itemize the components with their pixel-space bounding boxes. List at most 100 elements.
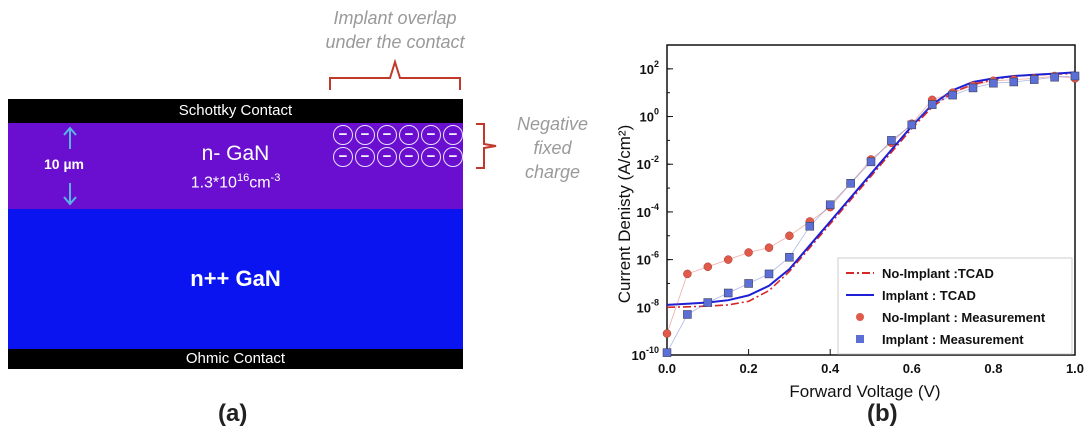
legend: No-Implant :TCAD Implant : TCAD No-Implant… <box>837 257 1073 355</box>
y-tick-base: 10 <box>637 253 651 268</box>
doping-base: 1.3*10 <box>190 174 237 192</box>
data-point-square <box>846 179 855 188</box>
data-point-square <box>723 288 733 298</box>
negative-charge-grid: − − − − − − − − − − − − <box>333 125 473 169</box>
x-tick-label: 0.2 <box>740 361 758 376</box>
y-tick-label: 10-2 <box>637 154 659 172</box>
series-line <box>666 71 1076 306</box>
y-tick-label: 10-6 <box>637 250 659 268</box>
y-tick-exponent: 2 <box>654 59 659 69</box>
n-minus-gan-layer: n- GaN 1.3*1016cm-3 10 µm − − − − − − − − − − − − <box>8 123 463 209</box>
schottky-contact-label: Schottky Contact <box>178 102 293 119</box>
thickness-arrow <box>63 126 77 206</box>
y-tick-exponent: -8 <box>651 297 659 307</box>
data-point-square <box>1070 71 1080 81</box>
plot-frame <box>666 44 1076 356</box>
npp-layer-name: n++ GaN <box>190 266 281 291</box>
data-point-square <box>927 100 937 109</box>
x-tick-label: 0.8 <box>984 361 1002 376</box>
negative-charge-circle: − <box>333 147 353 167</box>
series-layer <box>662 71 1080 357</box>
y-tick-exponent: -10 <box>646 345 659 355</box>
negative-line2: fixed <box>533 138 572 158</box>
iv-chart-svg: Current Denisty (A/cm²) Forward Voltage … <box>615 44 1084 401</box>
negative-charge-circle: − <box>399 147 419 167</box>
legend-label: Implant : TCAD <box>882 288 976 303</box>
data-point-square <box>764 269 774 279</box>
x-tick-label: 0.6 <box>903 361 921 376</box>
y-tick-base: 10 <box>637 300 651 315</box>
thickness-label: 10 µm <box>44 156 84 172</box>
negative-charge-note: Negative fixed charge <box>500 112 605 184</box>
x-tick-label: 0.4 <box>821 361 840 376</box>
series-solid-line <box>666 71 1076 306</box>
data-point-square <box>744 279 753 288</box>
data-point-square <box>887 136 896 145</box>
y-tick-base: 10 <box>632 348 646 363</box>
y-tick-base: 10 <box>640 110 654 125</box>
x-tick-label: 1.0 <box>1066 361 1084 376</box>
negative-charge-circle: − <box>421 125 441 145</box>
doping-unit: cm <box>249 174 271 192</box>
legend-label: No-Implant :TCAD <box>882 266 994 281</box>
legend-label: Implant : Measurement <box>882 332 1024 347</box>
y-tick-label: 102 <box>640 59 659 77</box>
data-point-circle <box>785 231 794 241</box>
data-point-square <box>805 221 815 231</box>
n-layer-doping: 1.3*1016cm-3 <box>8 172 463 192</box>
data-point-square <box>662 348 672 357</box>
overlap-bracket <box>329 58 461 90</box>
legend-label: No-Implant : Measurement <box>882 310 1046 325</box>
negative-charge-circle: − <box>355 125 375 145</box>
data-point-square <box>1050 72 1059 82</box>
y-tick-label: 10-10 <box>632 345 659 363</box>
implant-note-line2: under the contact <box>325 32 465 52</box>
y-tick-base: 10 <box>637 157 651 172</box>
y-tick-label: 100 <box>640 107 659 125</box>
doping-unit-exponent: -3 <box>270 172 281 184</box>
data-point-square <box>968 83 978 93</box>
data-point-circle <box>764 243 774 252</box>
y-tick-label: 10-4 <box>637 202 659 220</box>
data-point-square <box>1029 75 1039 84</box>
negative-charge-circle: − <box>443 125 463 145</box>
data-point-square <box>703 298 713 307</box>
legend-swatch <box>856 335 864 343</box>
negative-line1: Negative <box>516 114 589 134</box>
data-point-square <box>866 157 876 167</box>
data-point-square <box>785 252 794 262</box>
data-point-circle <box>683 269 692 279</box>
y-tick-base: 10 <box>637 205 651 220</box>
data-point-square <box>989 78 998 88</box>
x-tick-label: 0.0 <box>658 361 676 376</box>
negative-charge-bracket <box>476 123 497 169</box>
legend-swatch <box>856 313 864 321</box>
data-point-square <box>907 120 917 130</box>
y-tick-exponent: -6 <box>651 250 659 260</box>
panel-b-label: (b) <box>867 400 898 427</box>
implant-overlap-note: Implant overlap under the contact <box>300 6 490 54</box>
n-plus-plus-gan-layer: n++ GaN <box>8 209 463 349</box>
data-point-square <box>948 90 957 100</box>
y-tick-exponent: -2 <box>651 154 659 164</box>
negative-charge-circle: − <box>355 147 375 167</box>
ohmic-contact-label: Ohmic Contact <box>185 350 286 367</box>
doping-exponent: 16 <box>236 172 250 184</box>
data-point-circle <box>723 255 733 264</box>
data-point-circle <box>703 262 713 272</box>
data-point-circle <box>662 329 672 338</box>
y-tick-exponent: 0 <box>654 107 659 117</box>
x-axis-label: Forward Voltage (V) <box>789 382 940 401</box>
negative-charge-circle: − <box>443 147 463 167</box>
negative-charge-circle: − <box>333 125 353 145</box>
data-point-square <box>1009 77 1019 87</box>
y-tick-exponent: -4 <box>651 202 659 212</box>
y-tick-base: 10 <box>640 62 654 77</box>
y-tick-label: 10-8 <box>637 297 659 315</box>
ohmic-contact: Ohmic Contact <box>8 349 463 369</box>
series-square-marker <box>662 71 1080 357</box>
data-point-circle <box>744 248 753 257</box>
schottky-contact: Schottky Contact <box>8 99 463 123</box>
negative-charge-circle: − <box>399 125 419 145</box>
implant-note-line1: Implant overlap <box>333 8 457 28</box>
